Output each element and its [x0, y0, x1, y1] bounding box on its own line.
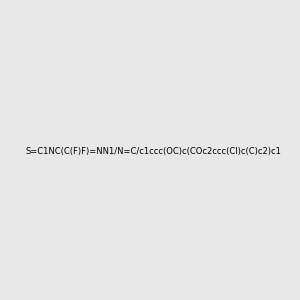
Text: S=C1NC(C(F)F)=NN1/N=C/c1ccc(OC)c(COc2ccc(Cl)c(C)c2)c1: S=C1NC(C(F)F)=NN1/N=C/c1ccc(OC)c(COc2ccc… [26, 147, 282, 156]
